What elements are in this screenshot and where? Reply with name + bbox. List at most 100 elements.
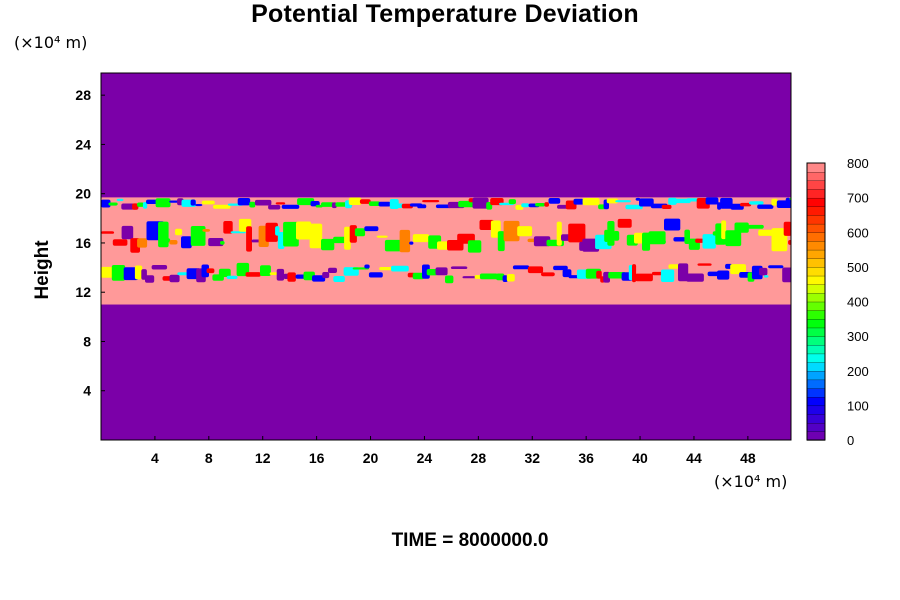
field-cell [608,272,626,279]
field-cell [287,272,296,282]
colorbar-tick-label: 0 [847,433,854,448]
chart-title: Potential Temperature Deviation [251,0,639,28]
field-cell [615,200,631,203]
field-cell [445,275,454,284]
colorbar-swatch [806,301,826,311]
field-cell [359,199,371,204]
colorbar-swatch [806,162,826,173]
field-cell [527,266,544,274]
field-cell [625,204,643,210]
field-cell [613,231,620,241]
turbulent-band [101,197,791,210]
field-cell [254,199,272,206]
field-cell [142,202,148,209]
field-cell [164,238,171,243]
field-cell [553,265,568,271]
field-cell [757,204,774,209]
field-cell [384,239,403,252]
y-tick-label: 8 [83,333,91,349]
field-cell [512,265,530,270]
colorbar-swatch [806,292,826,303]
colorbar-swatch [806,353,826,363]
x-tick-label: 12 [255,450,271,466]
field-cell [506,274,515,282]
field-cell [208,238,224,247]
field-cell [169,240,178,245]
field-cell [169,274,180,283]
colorbar-swatch [806,379,826,389]
field-cell [297,198,315,206]
field-cell [533,236,551,247]
field-cell [763,275,769,278]
x-tick-label: 20 [363,450,379,466]
field-cell [548,198,561,204]
y-tick-label: 12 [75,284,91,300]
field-cell [556,221,562,246]
field-cell [223,221,233,234]
field-cell [111,265,126,281]
field-cell [226,275,238,279]
field-cell [496,273,505,281]
field-cell [309,223,323,249]
field-cell [275,202,286,205]
field-cell [101,199,111,208]
colorbar-swatch [806,422,826,432]
field-cell [181,236,192,249]
colorbar-tick-label: 100 [847,398,869,413]
field-cell [249,201,256,208]
field-cell [503,220,520,242]
field-cell [321,238,335,251]
field-cell [220,241,225,245]
field-cell [201,200,215,205]
field-cell [108,202,118,206]
field-cell [740,202,752,207]
field-cell [606,198,619,204]
colorbar-swatch [806,327,826,337]
field-cell [378,201,391,207]
field-cell [582,238,600,252]
colorbar-swatch [806,266,826,277]
y-tick-label: 24 [75,136,91,152]
colorbar-tick-label: 800 [847,156,869,171]
field-cell [686,198,700,202]
field-cell [661,204,672,209]
colorbar-swatch [806,405,826,415]
field-cell [684,229,690,244]
colorbar-swatch [806,431,826,441]
field-cell [705,197,719,205]
field-cell [785,197,791,208]
field-cell [664,218,681,231]
field-cell [276,268,285,281]
colorbar-swatch [806,223,826,233]
field-cell [321,202,335,207]
field-cell [376,235,388,238]
field-cell [151,265,168,270]
field-cell [281,204,300,209]
field-cell [277,232,285,249]
colorbar-swatch [806,396,826,407]
field-cell [771,198,778,206]
colorbar-tick-label: 600 [847,225,869,240]
field-cell [296,221,312,240]
field-cell [467,240,482,253]
field-cell [190,226,206,246]
field-cell [535,203,546,207]
field-cell [435,267,448,276]
field-cell [116,198,124,202]
colorbar-swatch [806,240,826,251]
colorbar-swatch [806,171,826,181]
field-cell [789,197,791,200]
field-cell [364,226,379,232]
field-cell [145,275,155,283]
field-cell [573,198,584,205]
field-cell [112,239,128,246]
field-cell [479,219,494,230]
field-cell [541,272,555,277]
field-cell [344,226,351,250]
field-cell [632,264,637,283]
field-cell [521,203,530,208]
field-cell [137,202,145,207]
colorbar-swatch [806,370,826,381]
field-cell [697,263,712,266]
x-tick-label: 32 [524,450,540,466]
